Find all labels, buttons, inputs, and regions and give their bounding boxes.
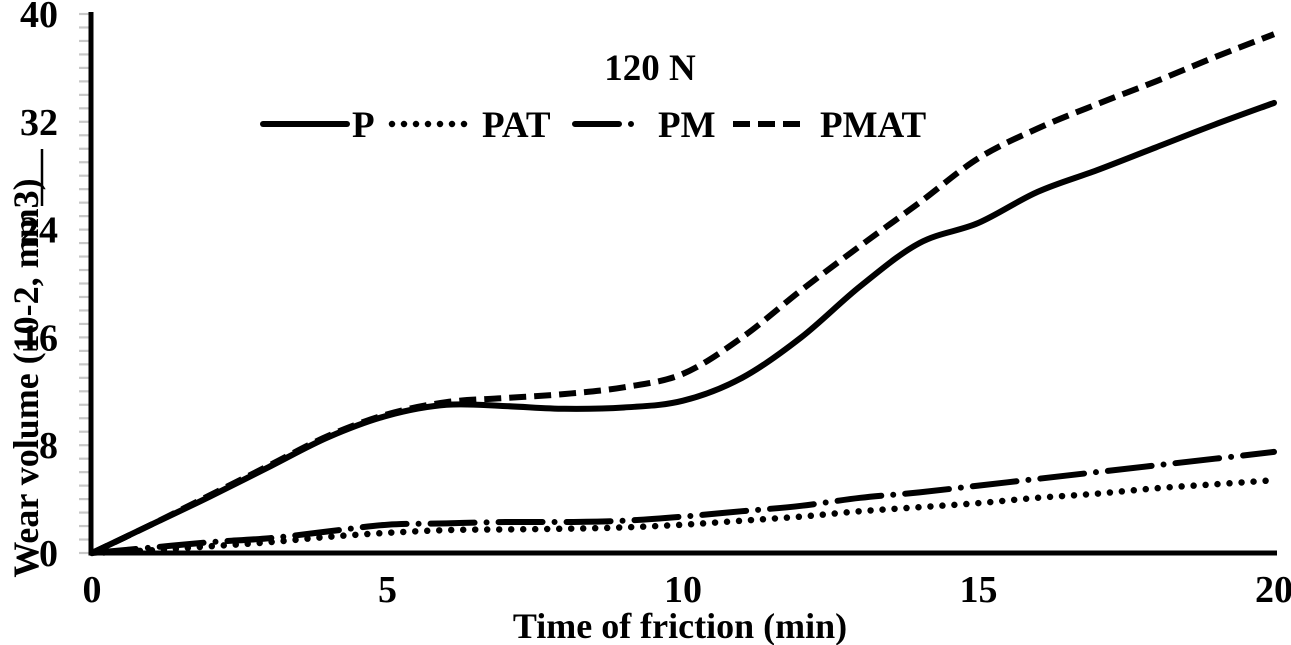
legend: P PAT PM PMAT bbox=[260, 105, 926, 146]
x-tick-label: 10 bbox=[664, 569, 702, 611]
legend-label-p: P bbox=[352, 105, 375, 146]
series-line-pm bbox=[89, 448, 1277, 556]
legend-label-pm: PM bbox=[658, 105, 716, 146]
x-tick-label: 5 bbox=[378, 569, 397, 611]
y-tick-label: 8 bbox=[39, 425, 58, 467]
series-line-pmat bbox=[90, 31, 1276, 556]
y-tick-label: 0 bbox=[39, 533, 58, 575]
y-tick-label: 40 bbox=[20, 0, 58, 36]
y-axis-title: Wear volume (10-2, mm3) bbox=[6, 178, 46, 577]
legend-label-pat: PAT bbox=[482, 105, 551, 146]
y-tick-label: 24 bbox=[20, 210, 58, 252]
chart-title: 120 N bbox=[604, 48, 696, 89]
series-line-p bbox=[89, 99, 1277, 556]
x-tick-label: 15 bbox=[960, 569, 998, 611]
legend-label-pmat: PMAT bbox=[820, 105, 926, 146]
y-tick-label: 16 bbox=[20, 317, 58, 359]
x-axis-title: Time of friction (min) bbox=[513, 606, 847, 645]
series-line-pat bbox=[88, 476, 1278, 557]
y-axis-minor-ticks bbox=[79, 12, 90, 555]
x-axis-tick-labels: 0 5 10 15 20 bbox=[83, 569, 1291, 611]
x-tick-label: 0 bbox=[83, 569, 102, 611]
y-axis-tick-labels: 0 8 16 24 32 40 bbox=[20, 0, 58, 575]
y-tick-label: 32 bbox=[20, 102, 58, 144]
x-tick-label: 20 bbox=[1255, 569, 1291, 611]
plot-series bbox=[88, 31, 1278, 557]
